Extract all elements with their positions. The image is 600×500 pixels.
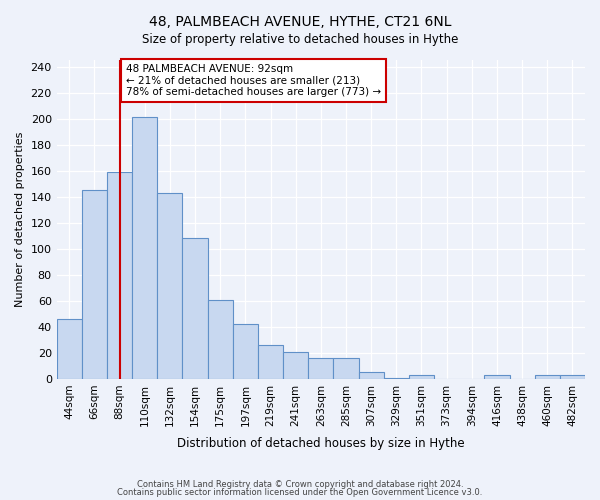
Bar	[308, 358, 334, 379]
Bar	[208, 300, 233, 379]
Text: Contains HM Land Registry data © Crown copyright and database right 2024.: Contains HM Land Registry data © Crown c…	[137, 480, 463, 489]
Bar	[233, 324, 258, 379]
Text: 48 PALMBEACH AVENUE: 92sqm
← 21% of detached houses are smaller (213)
78% of sem: 48 PALMBEACH AVENUE: 92sqm ← 21% of deta…	[126, 64, 381, 97]
Bar	[258, 345, 283, 379]
Bar	[334, 358, 359, 379]
Bar	[157, 193, 182, 379]
Bar	[359, 372, 384, 379]
Bar	[132, 118, 157, 379]
Text: Size of property relative to detached houses in Hythe: Size of property relative to detached ho…	[142, 32, 458, 46]
Bar	[283, 352, 308, 379]
Bar	[409, 375, 434, 379]
Bar	[56, 319, 82, 379]
Bar	[182, 238, 208, 379]
Bar	[107, 172, 132, 379]
Text: Contains public sector information licensed under the Open Government Licence v3: Contains public sector information licen…	[118, 488, 482, 497]
X-axis label: Distribution of detached houses by size in Hythe: Distribution of detached houses by size …	[177, 437, 464, 450]
Bar	[384, 378, 409, 379]
Text: 48, PALMBEACH AVENUE, HYTHE, CT21 6NL: 48, PALMBEACH AVENUE, HYTHE, CT21 6NL	[149, 15, 451, 29]
Bar	[535, 375, 560, 379]
Bar	[82, 190, 107, 379]
Bar	[560, 375, 585, 379]
Bar	[484, 375, 509, 379]
Y-axis label: Number of detached properties: Number of detached properties	[15, 132, 25, 307]
